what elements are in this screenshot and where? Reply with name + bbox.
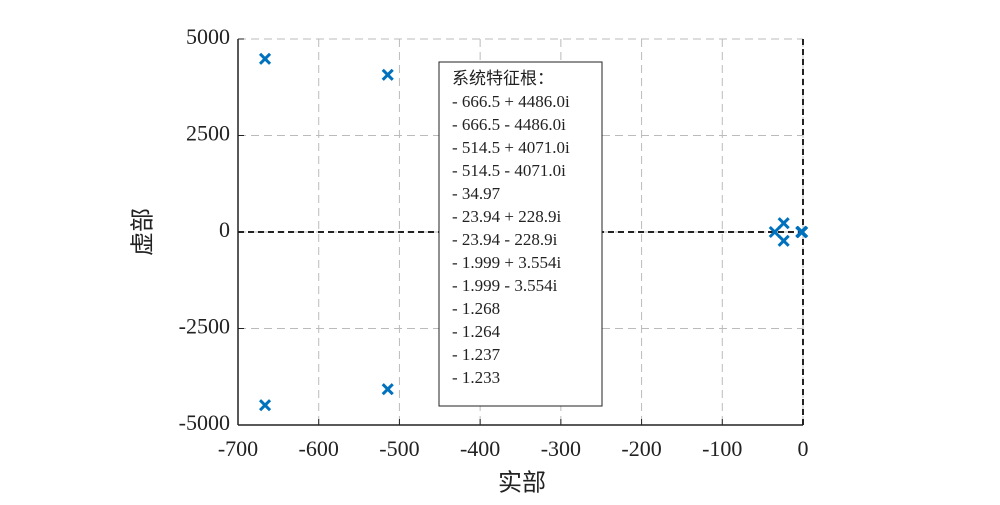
annotation-line: - 23.94 - 228.9i bbox=[452, 230, 558, 249]
x-tick-label: -100 bbox=[702, 436, 742, 461]
y-axis-label: 虚部 bbox=[130, 208, 157, 256]
y-tick-label: 5000 bbox=[186, 24, 230, 49]
marker bbox=[381, 68, 394, 81]
annotation-line: - 1.264 bbox=[452, 322, 501, 341]
marker bbox=[258, 52, 272, 65]
y-tick-label: 0 bbox=[219, 217, 230, 242]
marker bbox=[795, 225, 809, 239]
marker bbox=[777, 217, 790, 230]
x-tick-label: -600 bbox=[299, 436, 339, 461]
y-tick-label: -5000 bbox=[179, 410, 230, 435]
annotation-line: - 1.999 - 3.554i bbox=[452, 276, 558, 295]
x-tick-label: -200 bbox=[621, 436, 661, 461]
annotation-line: - 666.5 + 4486.0i bbox=[452, 92, 570, 111]
annotation-line: - 1.233 bbox=[452, 368, 500, 387]
x-tick-label: -300 bbox=[541, 436, 581, 461]
annotation-line: - 1.999 + 3.554i bbox=[452, 253, 561, 272]
y-tick-label: -2500 bbox=[179, 314, 230, 339]
annotation-line: - 1.268 bbox=[452, 299, 500, 318]
annotation-line: - 666.5 - 4486.0i bbox=[452, 115, 566, 134]
x-tick-label: -500 bbox=[379, 436, 419, 461]
x-tick-label: -400 bbox=[460, 436, 500, 461]
annotation-line: - 514.5 - 4071.0i bbox=[452, 161, 566, 180]
marker bbox=[768, 225, 781, 239]
annotation-line: - 34.97 bbox=[452, 184, 501, 203]
marker bbox=[777, 234, 790, 247]
y-tick-label: 2500 bbox=[186, 121, 230, 146]
x-tick-label: 0 bbox=[798, 436, 809, 461]
x-axis-label: 实部 bbox=[498, 470, 546, 497]
x-tick-label: -700 bbox=[218, 436, 258, 461]
annotation-line: - 1.237 bbox=[452, 345, 501, 364]
marker bbox=[258, 399, 272, 412]
annotation-title: 系统特征根： bbox=[452, 69, 554, 88]
marker bbox=[381, 383, 394, 396]
annotation-line: - 23.94 + 228.9i bbox=[452, 207, 561, 226]
annotation-box bbox=[438, 61, 603, 407]
annotation-line: - 514.5 + 4071.0i bbox=[452, 138, 570, 157]
